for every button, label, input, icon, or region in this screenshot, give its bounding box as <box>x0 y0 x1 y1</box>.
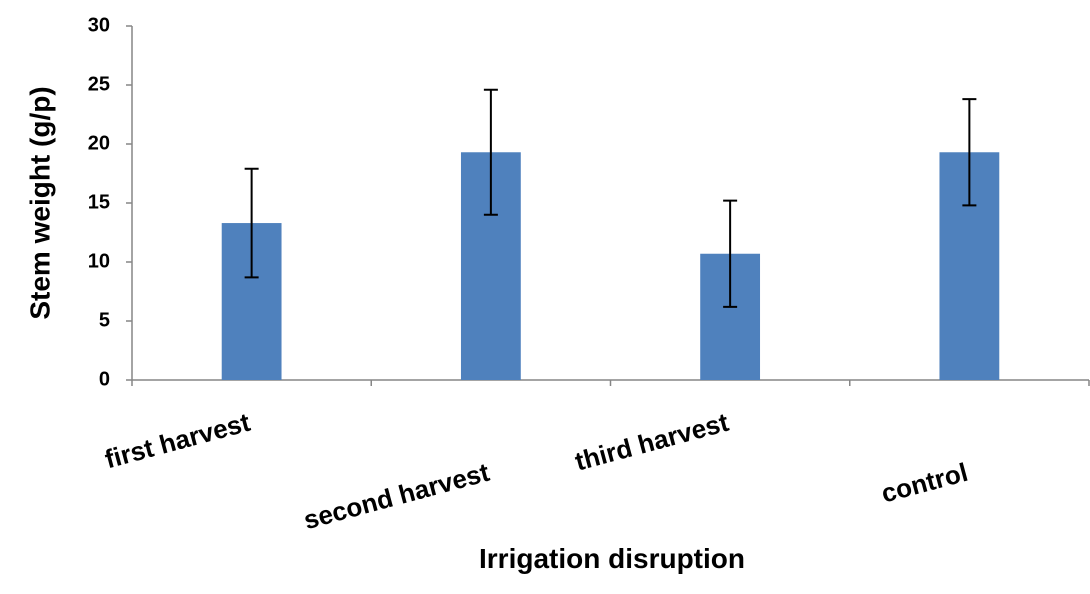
y-tick-label: 0 <box>99 368 110 390</box>
x-axis-title: Irrigation disruption <box>479 543 745 574</box>
x-tick-label: third harvest <box>572 407 732 477</box>
error-bar <box>483 88 498 216</box>
y-tick-label: 10 <box>88 250 110 272</box>
error-bar <box>962 98 977 207</box>
y-tick-label: 5 <box>99 309 110 331</box>
error-bar <box>723 199 738 308</box>
x-tick-label: first harvest <box>102 407 254 475</box>
y-tick-label: 20 <box>88 132 110 154</box>
x-tick-label: second harvest <box>300 457 492 535</box>
y-axis-title: Stem weight (g/p) <box>24 86 55 319</box>
y-tick-label: 30 <box>88 14 110 36</box>
y-tick-label: 25 <box>88 73 110 95</box>
x-tick-label: control <box>878 457 971 509</box>
error-bar <box>244 167 259 279</box>
y-tick-label: 15 <box>88 191 110 213</box>
